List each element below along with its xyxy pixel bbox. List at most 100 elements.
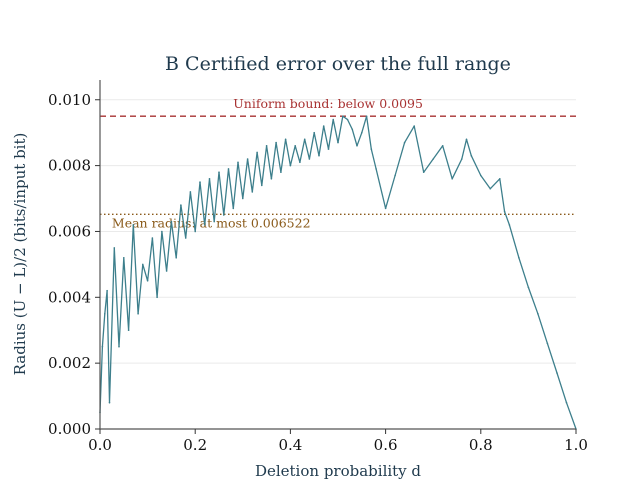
x-axis-label: Deletion probability d (255, 462, 421, 480)
data-point (194, 230, 196, 233)
data-point (461, 158, 463, 160)
y-tick-label: 0.004 (48, 288, 91, 306)
data-point (113, 247, 116, 249)
x-tick-label: 0.0 (88, 436, 112, 454)
data-point (332, 118, 335, 121)
data-point (208, 178, 211, 180)
uniform-bound-label: Uniform bound: below 0.0095 (233, 96, 423, 111)
grid (100, 99, 576, 364)
y-axis-label: Radius (U − L)/2 (bits/input bit) (11, 133, 29, 376)
data-point (384, 207, 387, 210)
data-point (151, 237, 154, 239)
data-point (104, 313, 106, 315)
data-point (123, 257, 125, 259)
reference-lines: Uniform bound: below 0.0095 Mean radius: … (100, 96, 576, 230)
data-point (213, 220, 215, 223)
data-point (218, 171, 220, 173)
data-point (327, 148, 330, 150)
data-point (465, 138, 468, 141)
x-tick-label: 1.0 (564, 436, 588, 454)
y-tick-label: 0.006 (48, 222, 91, 240)
data-point (342, 115, 344, 117)
data-point (565, 401, 568, 404)
data-point (180, 204, 182, 206)
data-point (265, 145, 268, 147)
chart-title: B Certified error over the full range (165, 53, 511, 75)
data-point (361, 131, 363, 134)
data-point (375, 168, 377, 170)
data-point (422, 171, 425, 173)
data-point (356, 145, 358, 147)
data-point (256, 151, 258, 154)
data-point (101, 345, 104, 348)
data-point (203, 224, 206, 226)
data-point (165, 270, 168, 272)
data-point (451, 178, 454, 180)
series-line (99, 115, 577, 430)
data-point (546, 342, 549, 345)
x-tick-label: 0.6 (374, 436, 398, 454)
data-point (365, 115, 368, 117)
data-point (499, 178, 501, 180)
data-point (223, 214, 225, 216)
data-point (175, 257, 177, 259)
data-point (237, 161, 239, 164)
data-point (146, 280, 149, 282)
data-point (470, 154, 473, 157)
data-point (170, 220, 173, 223)
data-point (299, 161, 301, 164)
data-point (441, 145, 444, 147)
data-point (261, 184, 263, 187)
data-point (346, 118, 349, 121)
data-point (413, 125, 416, 127)
data-point (161, 230, 163, 233)
data-point (556, 372, 558, 374)
x-tick-label: 0.4 (278, 436, 302, 454)
data-point (108, 401, 111, 404)
data-point (275, 141, 277, 144)
data-point (337, 141, 339, 144)
x-tick-label: 0.2 (183, 436, 207, 454)
data-point (127, 329, 130, 332)
data-point (227, 168, 230, 170)
data-point (132, 224, 135, 226)
data-point (308, 158, 311, 160)
y-tick-label: 0.008 (48, 157, 91, 175)
data-point (313, 131, 316, 134)
data-point (351, 128, 354, 131)
data-point (322, 125, 325, 127)
data-point (137, 313, 139, 315)
ticks: 0.000 0.002 0.004 0.006 0.008 0.010 0.0 0.2 0.4 0… (48, 91, 588, 454)
data-point (508, 224, 511, 226)
data-point (284, 138, 287, 141)
data-point (503, 210, 506, 213)
y-tick-label: 0.000 (48, 420, 91, 438)
data-point (242, 197, 244, 200)
data-point (480, 174, 482, 177)
data-point (189, 191, 192, 193)
data-point (537, 313, 539, 315)
data-point (518, 257, 520, 259)
data-point (106, 289, 108, 292)
data-point (294, 145, 297, 147)
data-point (232, 207, 235, 210)
data-point (251, 191, 254, 193)
data-point (432, 158, 435, 160)
data-point (270, 178, 273, 180)
x-tick-label: 0.8 (469, 436, 493, 454)
data-point (184, 237, 187, 239)
data-point (403, 141, 406, 144)
data-point (118, 345, 120, 348)
axes (99, 80, 576, 430)
y-tick-label: 0.002 (48, 354, 91, 372)
y-tick-label: 0.010 (48, 91, 91, 109)
series-layer (99, 115, 577, 430)
data-point (527, 286, 530, 289)
data-point (289, 164, 292, 167)
data-point (142, 263, 144, 266)
data-point (280, 171, 282, 173)
data-point (318, 154, 320, 157)
data-point (489, 187, 492, 190)
data-point (394, 174, 396, 177)
